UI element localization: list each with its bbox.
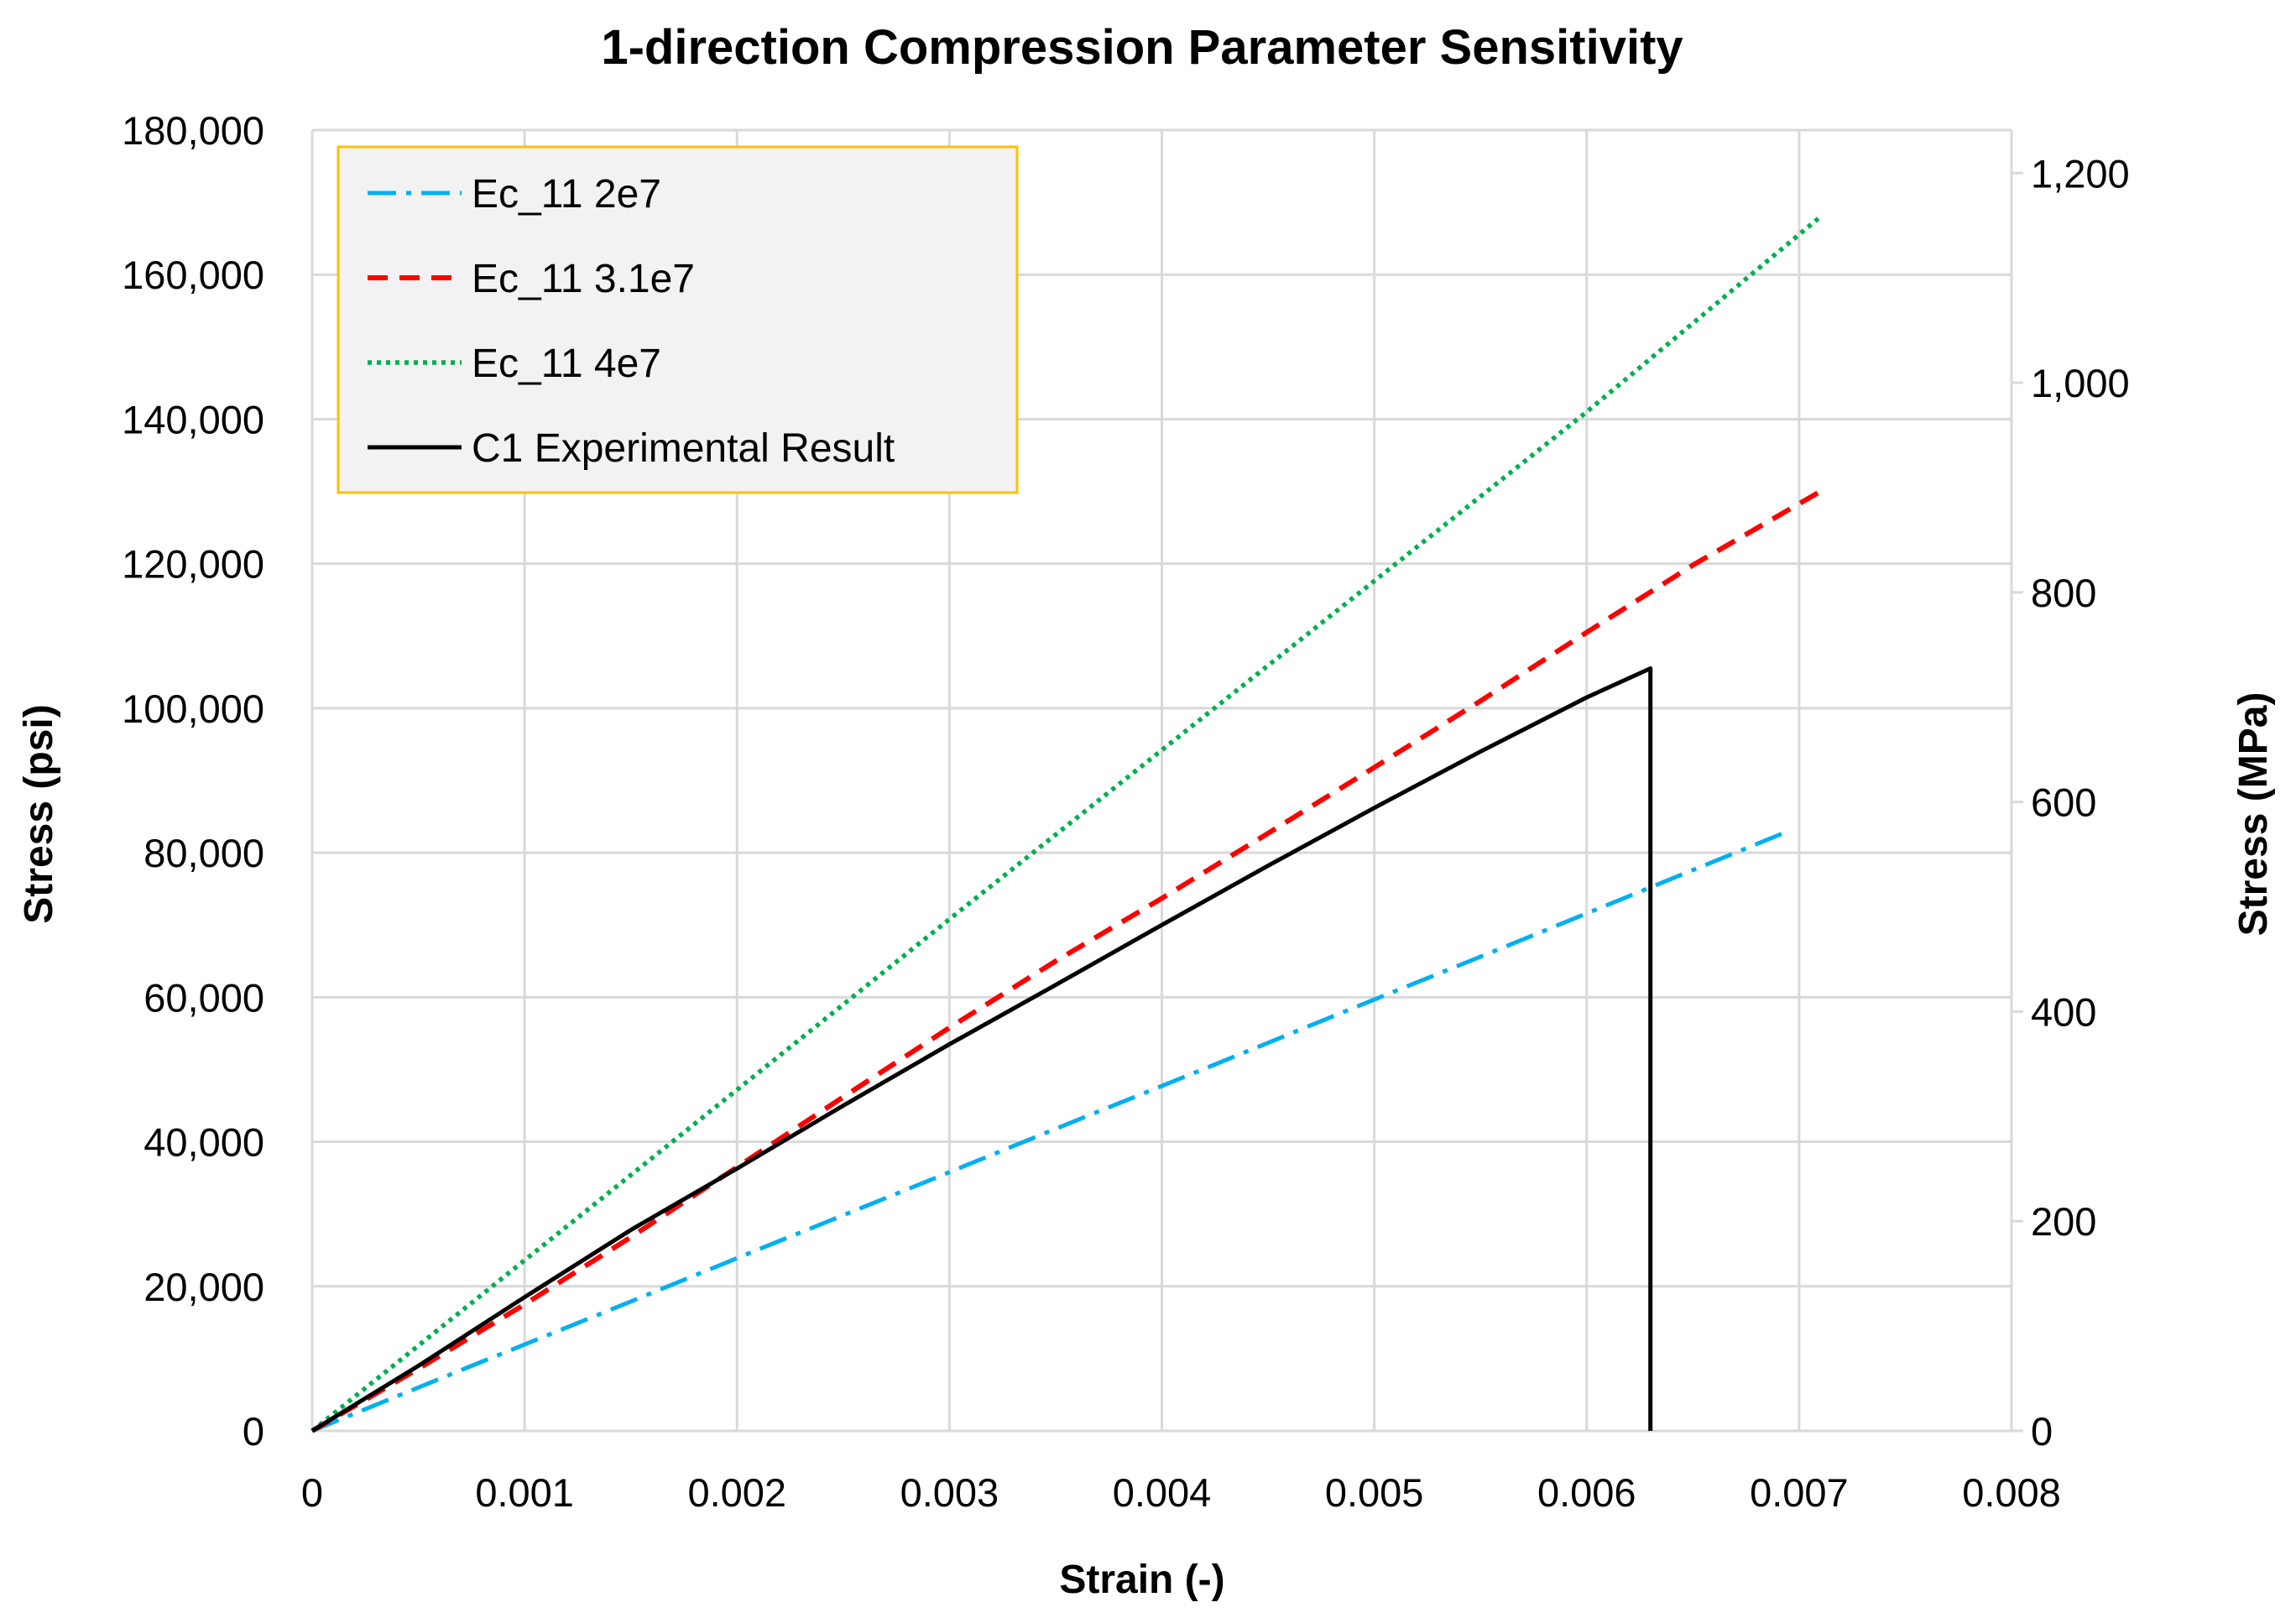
axes	[310, 130, 2023, 1433]
plot-series	[310, 215, 1822, 1433]
legend-box	[337, 145, 1019, 494]
y2-tick-label: 1,000	[2031, 361, 2130, 405]
y-tick-label: 140,000	[122, 397, 264, 441]
legend-label-2: Ec_11 4e7	[472, 342, 661, 386]
y-tick-label: 100,000	[122, 686, 264, 731]
x-tick-label: 0.003	[900, 1470, 999, 1515]
x-axis-label: Strain (-)	[1059, 1558, 1224, 1602]
y-tick-label: 160,000	[122, 253, 264, 297]
y-tick-label: 120,000	[122, 542, 264, 587]
x-tick-label: 0	[301, 1470, 323, 1515]
x-tick-label: 0.004	[1113, 1470, 1212, 1515]
series-line-3	[310, 666, 1653, 1433]
legend-label-1: Ec_11 3.1e7	[472, 257, 695, 301]
chart-title: 1-direction Compression Parameter Sensit…	[601, 20, 1683, 75]
y2-tick-label: 600	[2031, 780, 2096, 825]
y2-tick-label: 800	[2031, 571, 2096, 615]
y2-tick-label: 400	[2031, 989, 2096, 1034]
y2-tick-label: 200	[2031, 1199, 2096, 1244]
x-tick-label: 0.002	[687, 1470, 786, 1515]
y-tick-label: 60,000	[144, 975, 264, 1020]
legend-label-0: Ec_11 2e7	[472, 172, 661, 217]
y-tick-label: 20,000	[144, 1265, 264, 1309]
y-tick-label: 40,000	[144, 1120, 264, 1165]
x-tick-label: 0.006	[1537, 1470, 1636, 1515]
x-tick-label: 0.001	[475, 1470, 574, 1515]
y2-tick-label: 0	[2031, 1409, 2053, 1454]
y-tick-label: 80,000	[144, 831, 264, 875]
series-line-2	[310, 215, 1822, 1433]
legend-label-3: C1 Experimental Result	[472, 426, 895, 471]
x-tick-label: 0.005	[1325, 1470, 1424, 1515]
y2-tick-label: 1,200	[2031, 151, 2130, 196]
series-line-1	[310, 489, 1822, 1433]
y-tick-label: 0	[243, 1409, 264, 1454]
x-tick-label: 0.007	[1750, 1470, 1849, 1515]
y-tick-label: 180,000	[122, 108, 264, 153]
legend: Ec_11 2e7 Ec_11 3.1e7 Ec_11 4e7 C1 Experime…	[337, 145, 1019, 494]
tick-labels: 0 0.001 0.002 0.003 0.004 0.005 0.006 0.007 0.00…	[122, 108, 2130, 1515]
x-tick-label: 0.008	[1962, 1470, 2061, 1515]
y2-axis-label: Stress (MPa)	[2231, 692, 2276, 937]
y-axis-label: Stress (psi)	[17, 704, 61, 923]
